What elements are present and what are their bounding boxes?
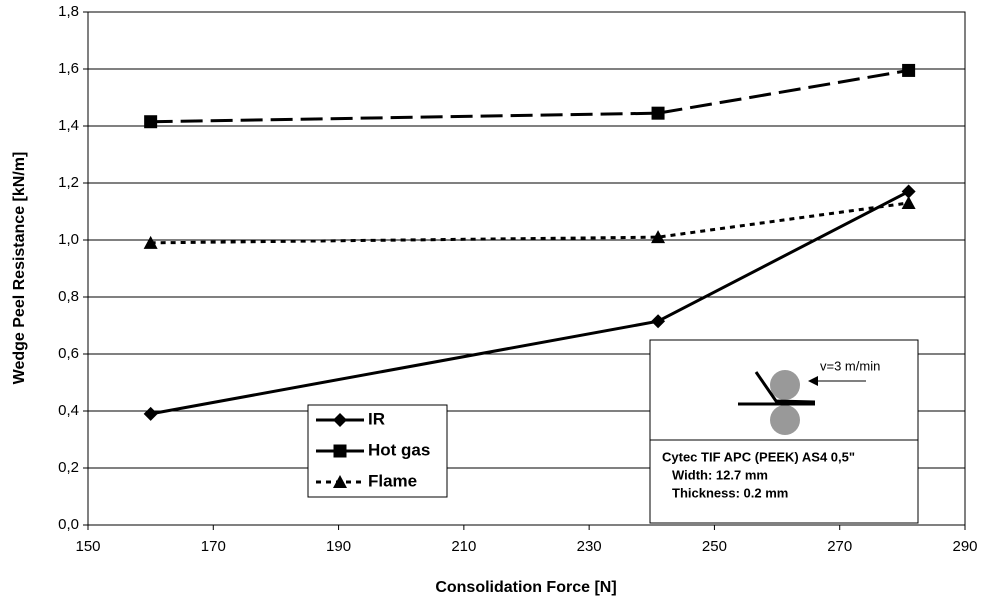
roller: [770, 405, 800, 435]
marker: [901, 195, 916, 209]
roller: [770, 370, 800, 400]
x-tick-label: 150: [75, 538, 100, 555]
y-tick-label: 1,6: [58, 60, 79, 77]
plot-frame: [87, 11, 966, 526]
x-tick-label: 230: [577, 538, 602, 555]
marker: [902, 63, 916, 77]
arrow-head: [808, 376, 818, 386]
y-tick-label: 0,0: [58, 516, 79, 533]
marker: [651, 314, 666, 329]
legend-marker: [333, 413, 347, 427]
legend-marker: [333, 444, 347, 458]
marker: [144, 115, 158, 129]
y-tick-label: 0,4: [58, 402, 79, 419]
x-tick-label: 190: [326, 538, 351, 555]
x-tick-label: 210: [451, 538, 476, 555]
annotation: Width: 12.7 mm: [672, 467, 768, 482]
x-tick-label: 170: [201, 538, 226, 555]
series-line: [150, 201, 909, 245]
y-tick-label: 1,4: [58, 117, 79, 134]
y-tick-label: 0,8: [58, 288, 79, 305]
y-axis-label: Wedge Peel Resistance [kN/m]: [11, 152, 28, 385]
y-tick-label: 1,0: [58, 231, 79, 248]
annotation: v=3 m/min: [820, 358, 880, 373]
annotation: Thickness: 0.2 mm: [672, 485, 788, 500]
x-tick-label: 250: [702, 538, 727, 555]
y-tick-label: 1,8: [58, 3, 79, 20]
marker: [651, 106, 665, 120]
marker: [143, 235, 158, 249]
tape: [754, 371, 816, 404]
annotation: Cytec TIF APC (PEEK) AS4 0,5": [662, 449, 855, 464]
marker: [651, 230, 666, 244]
y-tick-label: 0,2: [58, 459, 79, 476]
legend: IR Hot gas Flame: [307, 404, 448, 498]
x-tick-label: 270: [827, 538, 852, 555]
x-tick-label: 290: [952, 538, 977, 555]
legend-label: Hot gas: [368, 440, 430, 459]
x-axis-label: Consolidation Force [N]: [435, 579, 616, 596]
series-line: [150, 68, 909, 124]
marker: [901, 184, 916, 199]
inset: v=3 m/min Cytec TIF APC (PEEK) AS4 0,5" Wi…: [649, 339, 919, 524]
marker: [143, 406, 158, 421]
y-tick-label: 1,2: [58, 174, 79, 191]
legend-label: Flame: [368, 471, 417, 490]
y-tick-label: 0,6: [58, 345, 79, 362]
legend-marker: [333, 475, 347, 488]
legend-label: IR: [368, 409, 385, 428]
